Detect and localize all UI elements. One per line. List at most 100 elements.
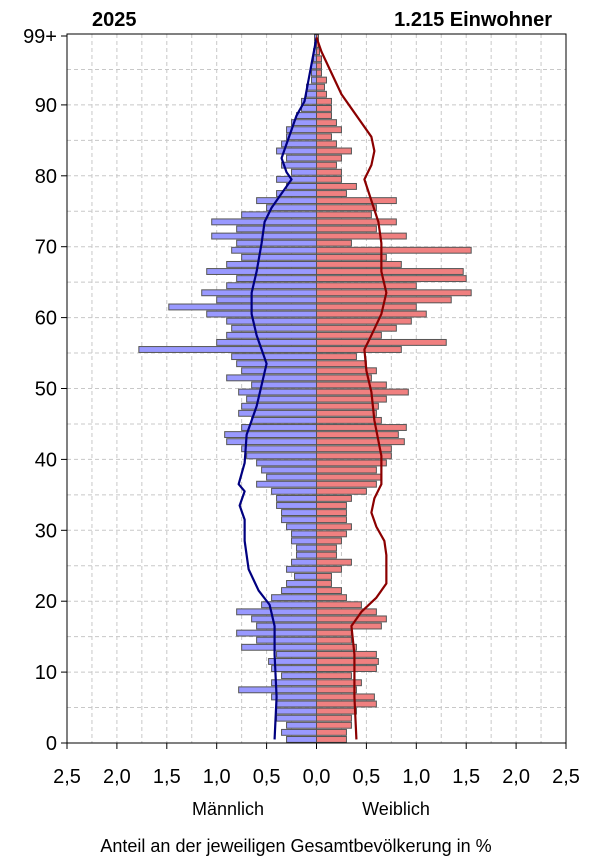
male-bar (236, 360, 317, 368)
female-bar (316, 268, 464, 275)
male-bar (294, 572, 318, 580)
female-bar (316, 480, 377, 488)
female-bar (316, 381, 387, 389)
female-bar (316, 161, 337, 169)
male-bar (291, 558, 317, 566)
male-bar (256, 622, 317, 630)
y-tick-label: 10 (35, 662, 57, 684)
female-bar (316, 459, 387, 467)
male-bar (281, 161, 318, 169)
male-bar (281, 728, 318, 736)
female-bar (316, 119, 337, 127)
male-bar (286, 736, 317, 743)
x-tick-label: 2,5 (53, 766, 81, 788)
male-bar (201, 289, 317, 297)
male-bar (276, 700, 317, 708)
male-bar (296, 551, 318, 559)
male-bar (296, 112, 318, 119)
female-bar (316, 147, 352, 155)
female-bar (316, 707, 357, 715)
female-bar (316, 388, 409, 396)
female-bar (316, 643, 357, 651)
x-tick-label: 0,5 (352, 766, 380, 788)
male-axis-label: Männlich (192, 799, 264, 819)
male-bar (311, 76, 318, 84)
female-bar (316, 275, 467, 283)
x-tick-label: 0,0 (303, 766, 331, 788)
female-bar (316, 168, 342, 176)
female-bar (316, 665, 377, 672)
male-bar (226, 331, 317, 339)
female-bar (316, 565, 342, 573)
male-bar (256, 636, 317, 644)
male-bar (238, 388, 318, 396)
female-bar (316, 473, 382, 481)
y-tick-label: 50 (35, 379, 57, 401)
male-bar (236, 629, 317, 637)
y-tick-label: 0 (46, 733, 57, 755)
female-bar (316, 246, 472, 254)
female-bar (316, 714, 352, 722)
x-tick-label: 2,0 (103, 766, 131, 788)
male-bar (286, 580, 317, 587)
male-bar (241, 445, 317, 453)
x-axis-title: Anteil an der jeweiligen Gesamtbevölkeru… (100, 836, 491, 856)
male-bar (286, 523, 317, 531)
x-tick-label: 1,0 (203, 766, 231, 788)
male-bar (256, 197, 317, 205)
female-bar (316, 530, 347, 538)
y-tick-label: 80 (35, 166, 57, 188)
reference-lines (237, 37, 388, 740)
male-bar (241, 402, 317, 410)
female-bar (316, 140, 337, 148)
y-tick-label: 90 (35, 95, 57, 117)
female-bar (316, 211, 372, 219)
male-bar (276, 494, 317, 502)
female-bar (316, 76, 327, 84)
female-bar (316, 636, 352, 644)
male-bar (241, 367, 317, 375)
female-bar (316, 431, 399, 439)
male-bar (291, 537, 317, 545)
male-bar (286, 182, 317, 190)
male-bar (206, 310, 317, 318)
male-bar (251, 416, 318, 424)
male-bar (216, 296, 317, 304)
female-bar (316, 218, 397, 226)
female-bar (316, 693, 375, 701)
male-bar (281, 509, 318, 517)
female-bar (316, 438, 405, 446)
female-bar (316, 97, 332, 105)
y-tick-label: 99+ (23, 26, 57, 48)
female-bar (316, 225, 377, 233)
female-bar (316, 182, 357, 190)
male-bar (241, 643, 317, 651)
male-bar (276, 650, 317, 658)
female-bar (316, 338, 447, 346)
male-bar (216, 338, 317, 346)
female-bar (316, 551, 337, 559)
female-bar (316, 190, 347, 197)
female-reference-line (315, 37, 388, 740)
male-bar (291, 168, 317, 176)
male-bar (286, 721, 317, 729)
chart-title-population: 1.215 Einwohner (394, 9, 552, 31)
female-bar (316, 629, 352, 637)
female-bar (316, 175, 342, 183)
female-bar (316, 466, 377, 474)
female-bar (316, 239, 352, 247)
y-tick-label: 40 (35, 449, 57, 471)
male-bar (241, 253, 317, 261)
male-bar (296, 544, 318, 552)
x-tick-label: 1,5 (452, 766, 480, 788)
male-bar (206, 268, 317, 275)
y-tick-label: 70 (35, 237, 57, 259)
female-bar (316, 374, 372, 382)
female-bar (316, 424, 407, 431)
male-bar (251, 615, 318, 623)
female-bar (316, 516, 347, 524)
male-bar (226, 438, 317, 446)
female-bar (316, 310, 427, 318)
male-bar (271, 665, 317, 672)
